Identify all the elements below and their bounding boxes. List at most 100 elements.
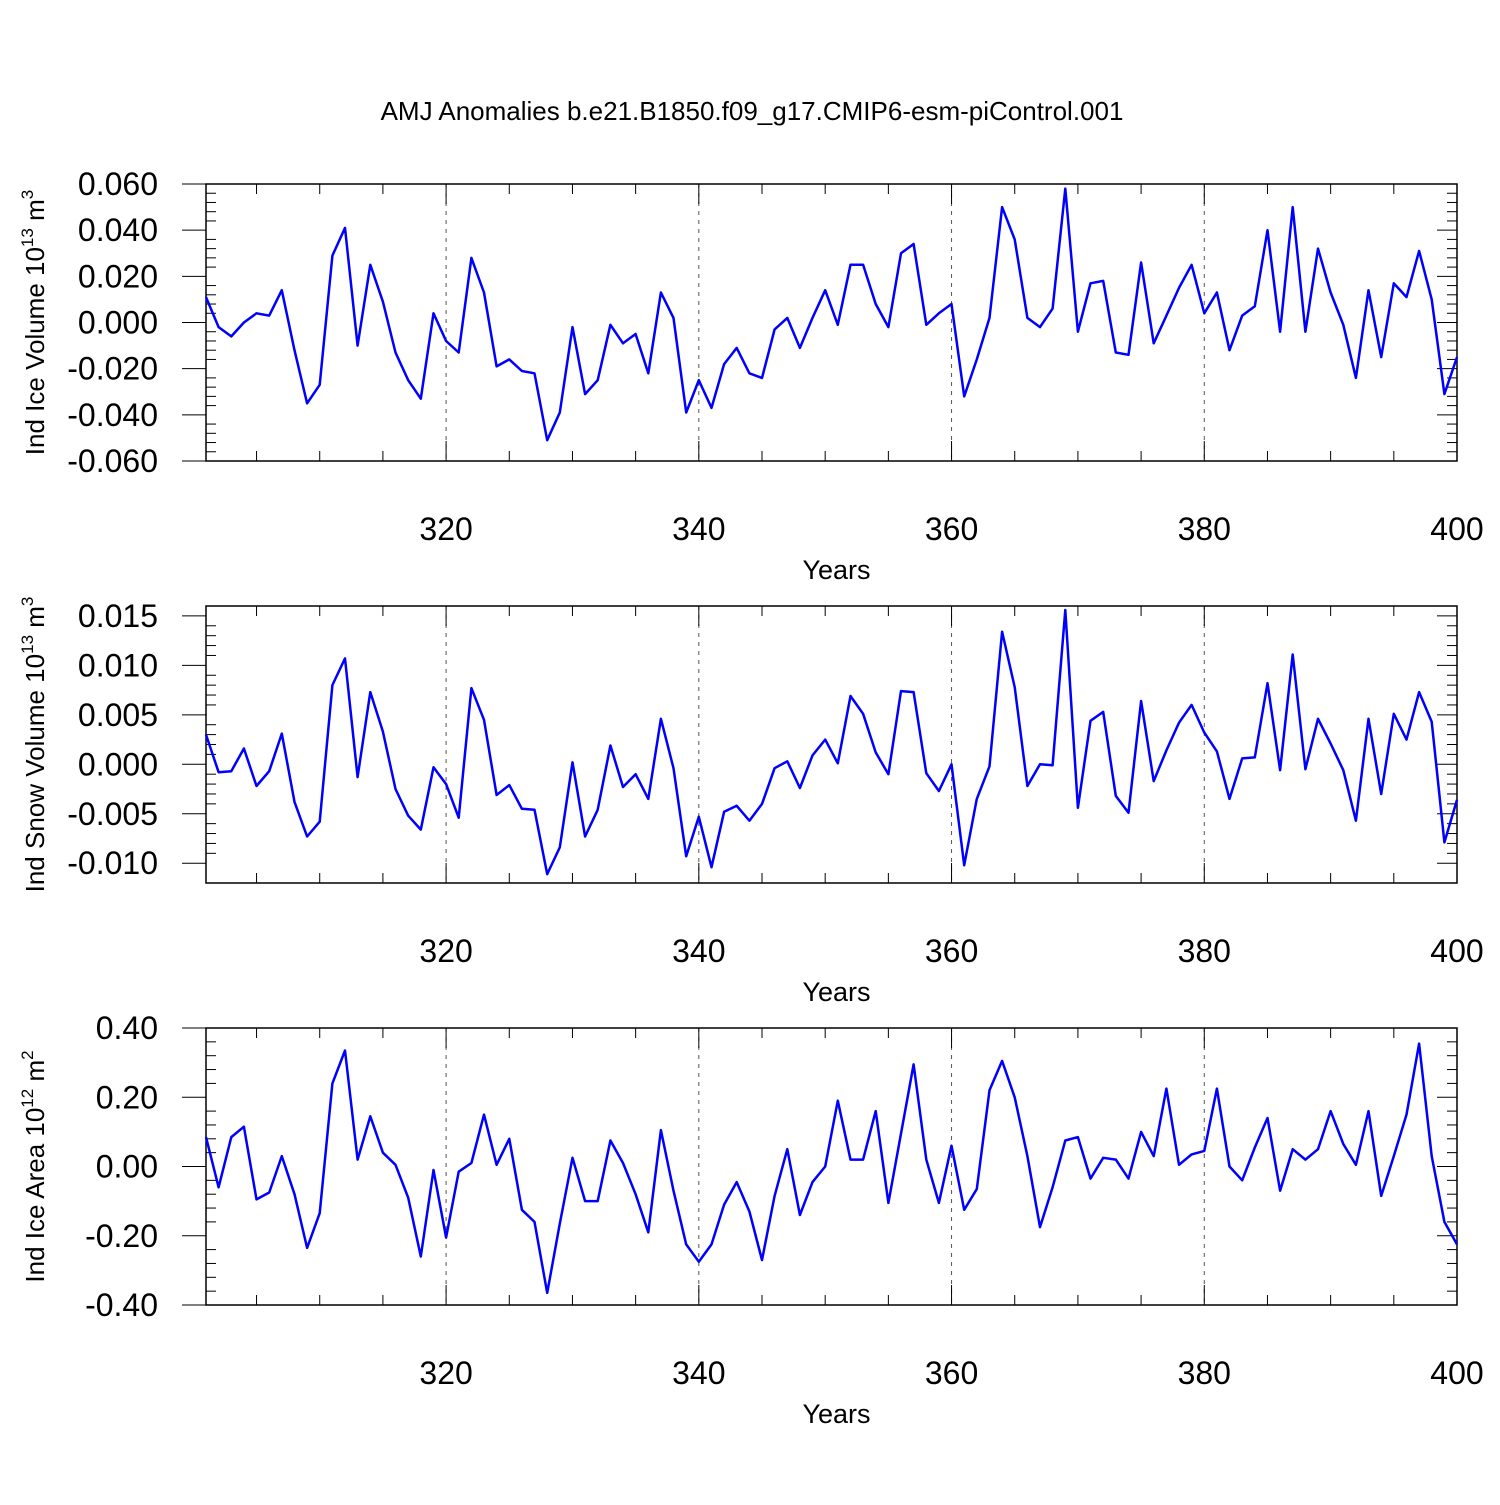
data-point [268, 314, 270, 316]
data-point [1393, 282, 1395, 284]
data-point [1203, 731, 1205, 733]
data-point [685, 855, 687, 857]
data-point [1014, 686, 1016, 688]
data-point [1443, 841, 1445, 843]
data-point [470, 687, 472, 689]
data-point [634, 333, 636, 335]
data-point [1266, 1117, 1268, 1119]
data-point [773, 767, 775, 769]
data-point [382, 301, 384, 303]
data-point [559, 1222, 561, 1224]
data-point [1418, 250, 1420, 252]
data-point [546, 1292, 548, 1294]
data-point [723, 363, 725, 365]
data-point [394, 1164, 396, 1166]
data-point [1431, 298, 1433, 300]
data-point [521, 808, 523, 810]
data-point [938, 1202, 940, 1204]
data-point [1115, 1158, 1117, 1160]
data-point [1355, 1164, 1357, 1166]
x-tick-label: 340 [672, 511, 725, 547]
data-point [521, 1209, 523, 1211]
x-axis-label: Years [802, 977, 870, 1007]
x-tick-label: 320 [419, 1355, 472, 1391]
data-point [698, 816, 700, 818]
data-point [533, 1221, 535, 1223]
data-point [736, 1181, 738, 1183]
data-point [875, 303, 877, 305]
data-point [963, 395, 965, 397]
data-point [1077, 1136, 1079, 1138]
data-point [900, 252, 902, 254]
x-tick-label: 320 [419, 511, 472, 547]
data-point [458, 351, 460, 353]
data-point [369, 1115, 371, 1117]
x-tick-label: 380 [1178, 511, 1231, 547]
y-axis-label: Ind Snow Volume 1013 m3 [18, 597, 50, 893]
data-point [1089, 282, 1091, 284]
data-point [394, 351, 396, 353]
data-point [495, 365, 497, 367]
data-point [1014, 1096, 1016, 1098]
data-point [445, 1236, 447, 1238]
data-point [1077, 331, 1079, 333]
y-axis-label-unit: m [20, 1060, 50, 1089]
data-point [1089, 1177, 1091, 1179]
data-point [344, 657, 346, 659]
data-point [1178, 1164, 1180, 1166]
data-point [1051, 1186, 1053, 1188]
data-point [584, 835, 586, 837]
data-point [445, 340, 447, 342]
data-point [647, 798, 649, 800]
data-point [1001, 1060, 1003, 1062]
data-point [849, 695, 851, 697]
data-point [748, 372, 750, 374]
plot-frame [205, 183, 1458, 462]
data-point [748, 1210, 750, 1212]
data-point [811, 317, 813, 319]
data-point [1190, 1153, 1192, 1155]
data-point [1216, 1087, 1218, 1089]
data-point [293, 1193, 295, 1195]
data-point [773, 1195, 775, 1197]
data-point [672, 317, 674, 319]
data-point [1393, 1155, 1395, 1157]
data-point [533, 372, 535, 374]
data-point [761, 803, 763, 805]
data-point [950, 763, 952, 765]
data-point [799, 347, 801, 349]
data-point [976, 1188, 978, 1190]
data-point [1127, 1177, 1129, 1179]
chart-title: AMJ Anomalies b.e21.B1850.f09_g17.CMIP6-… [381, 96, 1124, 126]
x-tick-label: 320 [419, 933, 472, 969]
data-point [1241, 314, 1243, 316]
data-point [837, 762, 839, 764]
data-point [1304, 1158, 1306, 1160]
data-point [1153, 342, 1155, 344]
data-point [1115, 795, 1117, 797]
data-point [1367, 1110, 1369, 1112]
data-point [1329, 291, 1331, 293]
plot-frame [205, 605, 1458, 884]
data-point [1153, 780, 1155, 782]
data-point [1241, 757, 1243, 759]
data-point [925, 324, 927, 326]
data-point [799, 787, 801, 789]
y-axis-label-unit: m [20, 199, 50, 228]
data-point [458, 817, 460, 819]
data-point [571, 761, 573, 763]
data-series-line [204, 608, 1459, 876]
data-point [1026, 785, 1028, 787]
data-point [268, 1191, 270, 1193]
y-axis-label-exponent: 13 [18, 228, 37, 247]
data-point [420, 397, 422, 399]
data-point [319, 820, 321, 822]
data-point [736, 805, 738, 807]
data-point [1266, 682, 1268, 684]
data-point [369, 264, 371, 266]
data-point [1342, 769, 1344, 771]
chart-panel-1: -0.060 -0.040 -0.020 0.000 0.020 0.040 0.060 32… [18, 166, 1484, 585]
data-point [508, 784, 510, 786]
data-point [925, 1158, 927, 1160]
data-point [723, 1203, 725, 1205]
